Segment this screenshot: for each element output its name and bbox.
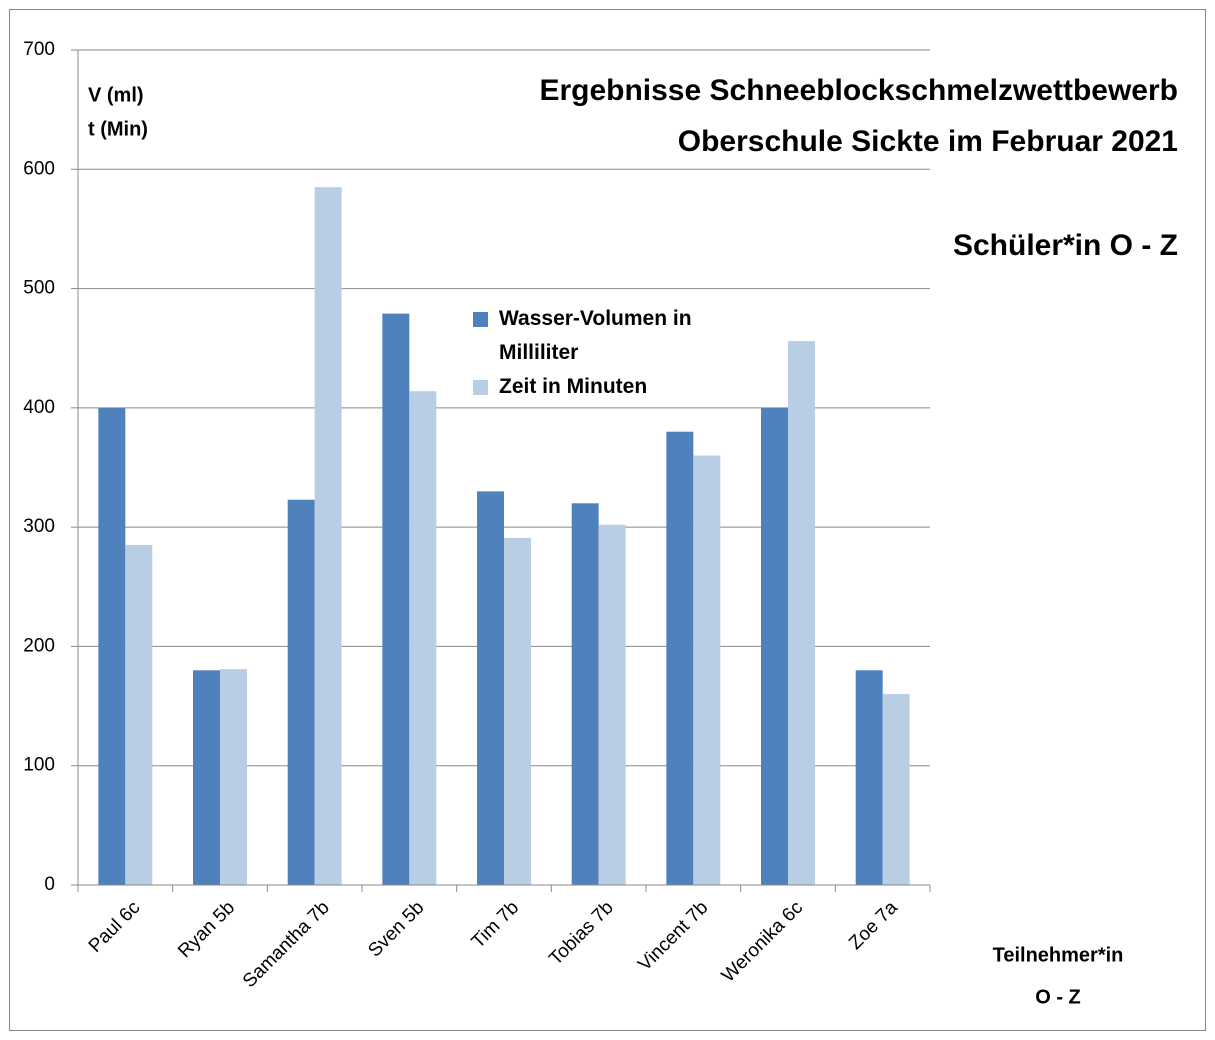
legend-item: Zeit in Minuten <box>473 370 723 404</box>
chart-title: Oberschule Sickte im Februar 2021 <box>678 125 1178 158</box>
bar <box>761 407 788 885</box>
legend-label: Wasser-Volumen in Milliliter <box>499 307 692 364</box>
bar <box>193 670 220 885</box>
bar <box>666 431 694 885</box>
chart-subtitle: Schüler*in O - Z <box>953 229 1178 262</box>
y-tick-label: 500 <box>23 278 55 299</box>
bar <box>382 313 410 885</box>
y-tick-label: 200 <box>23 635 55 656</box>
bar <box>788 341 815 885</box>
bar <box>409 391 437 885</box>
bar <box>882 694 910 885</box>
bar <box>287 499 315 885</box>
bar <box>571 503 599 885</box>
y-axis-label: V (ml) <box>88 84 144 106</box>
y-tick-label: 300 <box>23 516 55 537</box>
legend-item: Wasser-Volumen in Milliliter <box>473 302 723 370</box>
y-tick-label: 700 <box>23 39 55 60</box>
bar <box>693 455 721 885</box>
y-tick-label: 100 <box>23 755 55 776</box>
bar <box>98 407 126 885</box>
bar <box>314 187 342 885</box>
legend-swatch <box>473 380 488 395</box>
y-tick-label: 0 <box>44 874 55 895</box>
legend-label: Zeit in Minuten <box>499 375 648 398</box>
y-axis-label: t (Min) <box>88 118 148 140</box>
y-tick-label: 600 <box>23 158 55 179</box>
legend: Wasser-Volumen in Milliliter Zeit in Minu… <box>473 302 723 404</box>
bar <box>855 670 883 885</box>
x-axis-label: O - Z <box>1035 986 1081 1008</box>
bar <box>125 545 153 885</box>
legend-swatch <box>473 312 488 327</box>
bar <box>504 537 531 885</box>
bar <box>477 491 504 885</box>
y-tick-label: 400 <box>23 397 55 418</box>
bar <box>598 524 626 885</box>
chart-title: Ergebnisse Schneeblockschmelzwettbewerb <box>539 74 1178 107</box>
x-axis-label: Teilnehmer*in <box>993 944 1124 966</box>
bar <box>220 669 247 885</box>
